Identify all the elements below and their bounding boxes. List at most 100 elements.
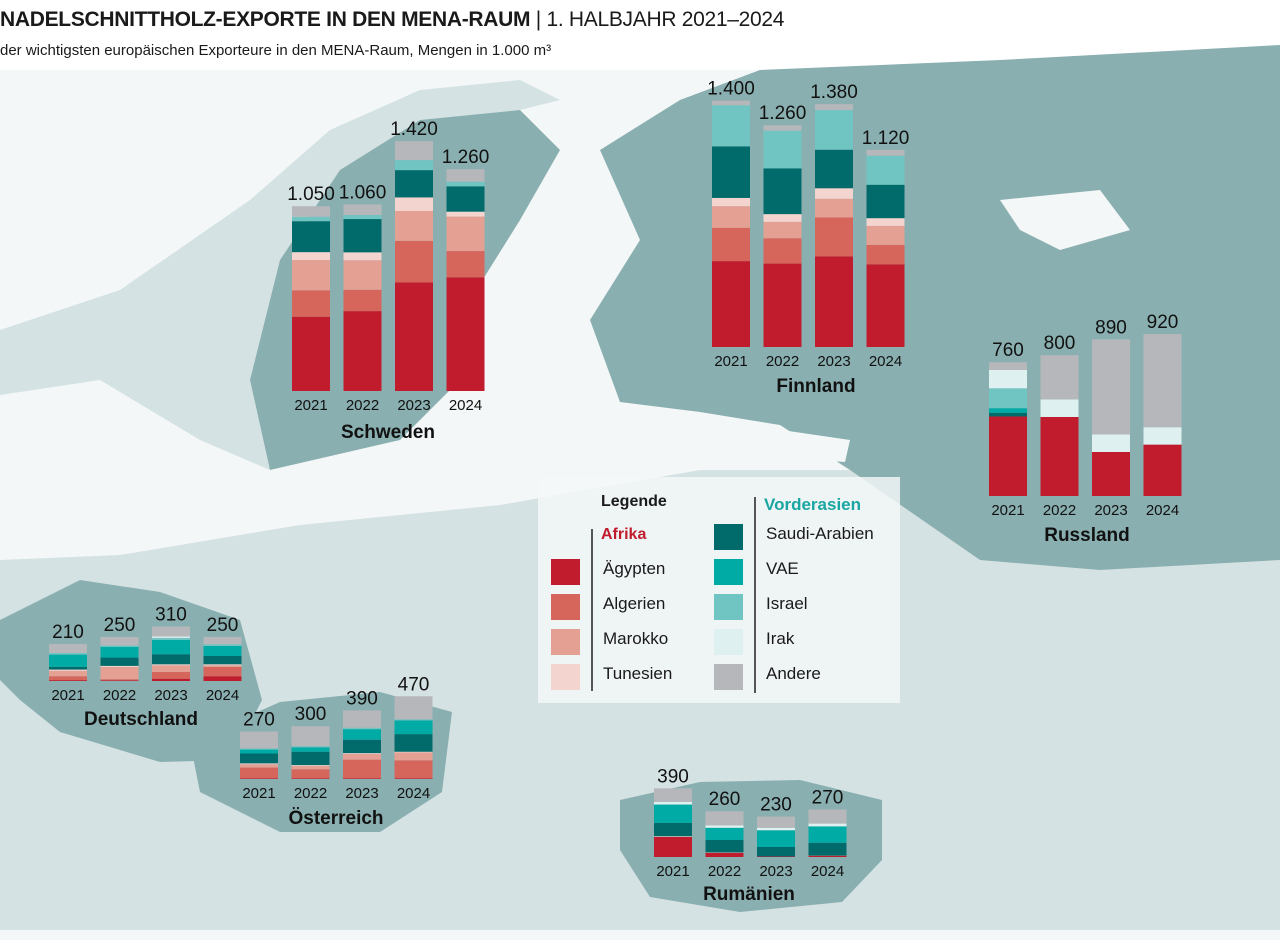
bar-segment-Saudi-Arabien [240, 753, 278, 764]
legend-item-label: Irak [766, 629, 795, 648]
bar-segment-Algerien [100, 679, 139, 681]
bar-segment-VAE [152, 639, 190, 655]
bar-segment-Algerien [203, 666, 242, 677]
bar-segment-Saudi-Arabien [100, 657, 139, 666]
year-tick-label: 2023 [345, 785, 378, 802]
bar-total-label: 210 [52, 622, 84, 643]
legend-item-label: Andere [766, 664, 821, 683]
legend-swatch [551, 559, 580, 585]
country-name-label: Rumänien [703, 884, 795, 905]
country-name-label: Deutschland [84, 709, 198, 730]
bar-segment-Andere [989, 362, 1027, 370]
bar-total-label: 260 [709, 789, 741, 810]
country-name-label: Finnland [776, 376, 855, 397]
title-separator: | [535, 8, 541, 31]
bar-segment-Tunesien [152, 664, 190, 666]
bar-segment-Israel [815, 110, 853, 150]
bar-segment-Tunesien [291, 765, 330, 766]
bar-segment-Israel [203, 644, 242, 646]
bar-segment-Andere [292, 206, 330, 217]
bar-segment-Andere [654, 788, 692, 802]
bar-total-label: 390 [346, 688, 378, 709]
bar-segment-Andere [152, 626, 190, 637]
bar-segment-Ägypten [100, 680, 139, 681]
bar-segment-Israel [292, 216, 330, 222]
bar-segment-VAE [291, 747, 330, 752]
bar-total-label: 230 [760, 795, 792, 816]
bar-segment-Andere [1040, 355, 1079, 400]
bar-total-label: 270 [243, 709, 275, 730]
bar-segment-Ägypten [152, 678, 190, 681]
bar-segment-Tunesien [343, 753, 381, 755]
bar-segment-Israel [395, 160, 433, 171]
bar-total-label: 470 [398, 674, 430, 695]
legend-swatch [714, 559, 743, 585]
bar-segment-Marokko [100, 666, 139, 680]
bar-segment-Ägypten [757, 856, 795, 857]
bar-segment-VAE [705, 827, 744, 840]
legend-item-label: Algerien [603, 594, 666, 613]
bar-segment-Marokko [394, 752, 433, 761]
year-tick-label: 2023 [397, 397, 430, 414]
country-name-label: Schweden [341, 422, 435, 443]
bar-segment-Saudi-Arabien [343, 219, 382, 253]
bar-total-label: 1.260 [442, 147, 490, 168]
bar-segment-VAE [989, 408, 1027, 413]
bar-segment-Irak [152, 636, 190, 638]
bar-segment-Saudi-Arabien [395, 170, 433, 198]
year-tick-label: 2022 [294, 785, 327, 802]
bar-total-label: 800 [1044, 333, 1076, 354]
bar-segment-Andere [815, 104, 853, 111]
bar-segment-Ägypten [49, 680, 87, 681]
bar-segment-Algerien [291, 769, 330, 779]
bar-segment-Tunesien [343, 252, 382, 261]
bar-segment-Marokko [343, 754, 381, 760]
bar-segment-VAE [49, 654, 87, 667]
bar-segment-Ägypten [763, 263, 802, 347]
gulf-of-finland [600, 405, 850, 462]
bar-segment-Andere [446, 169, 485, 182]
bar-segment-Algerien [394, 760, 433, 779]
bar-segment-Marokko [291, 765, 330, 770]
bar-segment-Saudi-Arabien [654, 822, 692, 837]
legend-item-label: VAE [766, 559, 799, 578]
white-sea [1000, 190, 1130, 250]
year-tick-label: 2021 [656, 863, 689, 880]
bar-segment-Saudi-Arabien [343, 739, 381, 754]
bar-segment-Andere [712, 100, 750, 106]
bar-segment-Ägypten [446, 277, 485, 391]
legend-swatch [551, 629, 580, 655]
legend-divider-africa [591, 529, 593, 691]
year-tick-label: 2024 [1146, 502, 1179, 519]
legend-group-africa: Afrika [601, 526, 647, 543]
bar-segment-Tunesien [654, 836, 692, 837]
bar-segment-Irak [1092, 434, 1130, 452]
bar-total-label: 270 [812, 787, 844, 808]
legend-item-label: Ägypten [603, 559, 666, 578]
bar-segment-Andere [1143, 334, 1182, 428]
bar-segment-Saudi-Arabien [815, 149, 853, 189]
bar-total-label: 390 [657, 766, 689, 787]
title-period: 1. HALBJAHR 2021–2024 [546, 8, 785, 31]
bar-total-label: 250 [207, 615, 239, 636]
bar-segment-Saudi-Arabien [757, 846, 795, 857]
bar-segment-VAE [757, 830, 795, 847]
bar-segment-Saudi-Arabien [808, 842, 847, 856]
bar-total-label: 890 [1095, 317, 1127, 338]
bar-segment-Israel [394, 719, 433, 721]
bar-segment-Ägypten [343, 778, 381, 779]
bar-segment-Saudi-Arabien [152, 654, 190, 665]
year-tick-label: 2021 [714, 353, 747, 370]
bar-segment-Tunesien [763, 214, 802, 222]
bar-segment-Saudi-Arabien [292, 221, 330, 253]
legend-swatch [714, 524, 743, 550]
legend-swatch [714, 594, 743, 620]
year-tick-label: 2022 [346, 397, 379, 414]
bar-segment-Ägypten [654, 836, 692, 857]
bar-segment-VAE [240, 749, 278, 754]
bar-segment-Irak [1143, 427, 1182, 445]
bar-segment-Ägypten [240, 778, 278, 779]
legend-item-label: Tunesien [603, 664, 673, 683]
year-tick-label: 2024 [811, 863, 844, 880]
